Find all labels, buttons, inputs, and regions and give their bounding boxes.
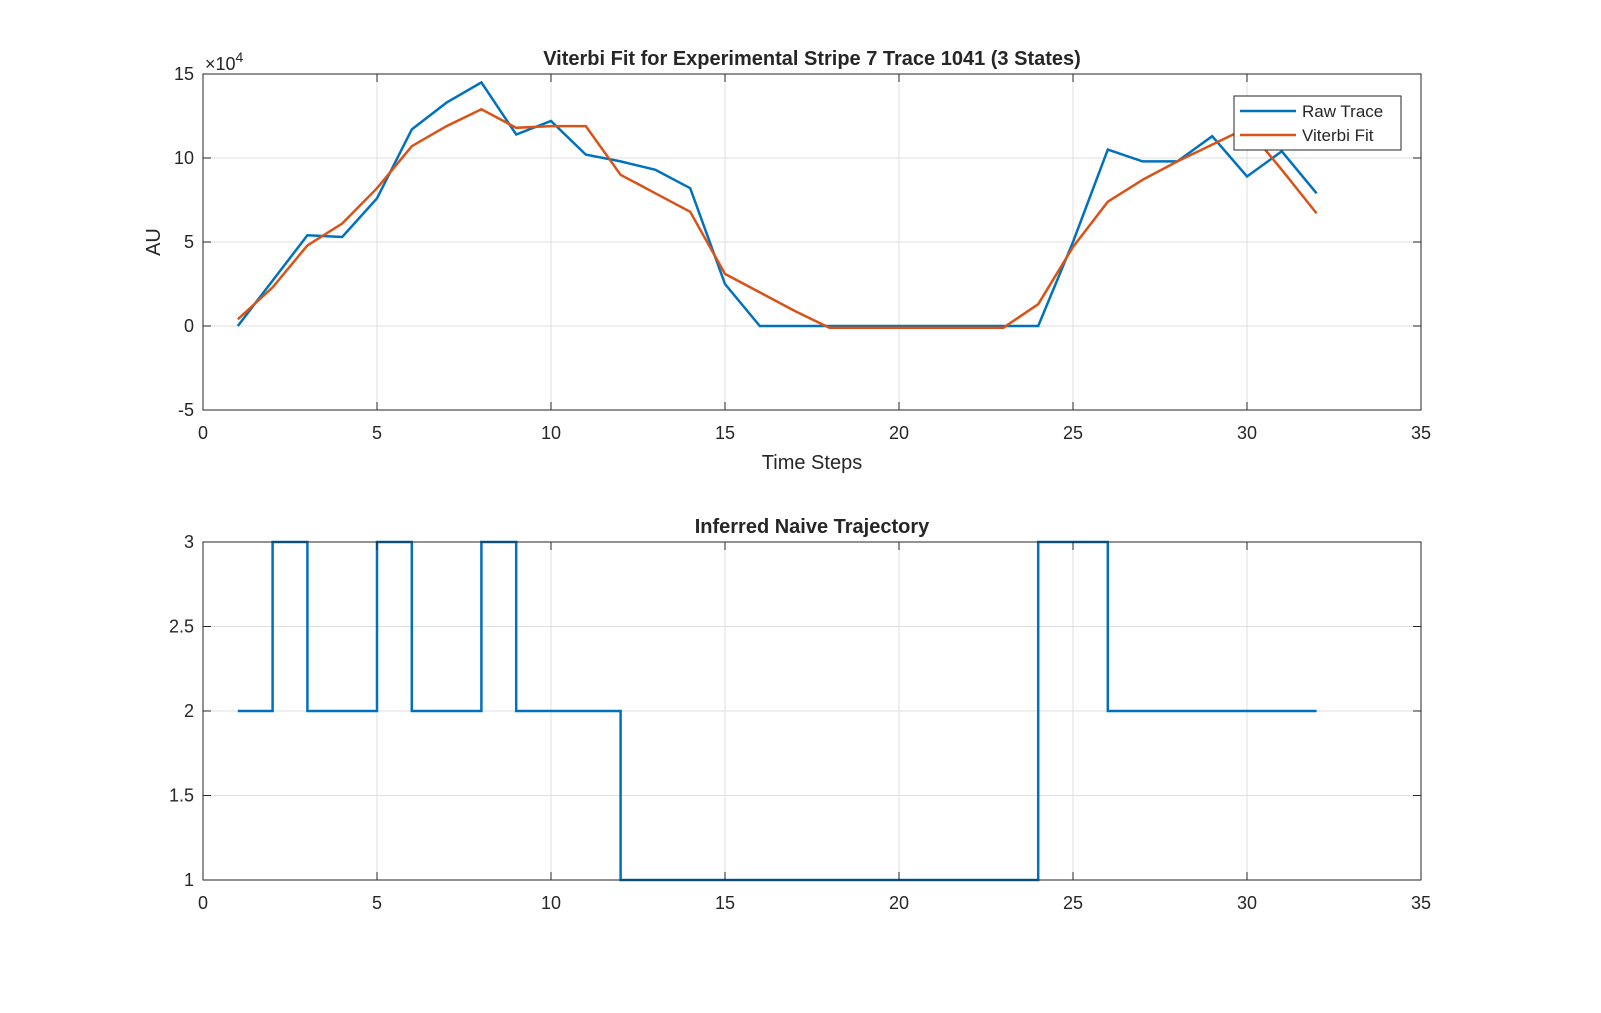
chart-title: Viterbi Fit for Experimental Stripe 7 Tr… [543, 48, 1081, 70]
legend[interactable]: Raw Trace Viterbi Fit [1233, 95, 1402, 151]
x-tick-label: 15 [715, 893, 735, 913]
y-tick-label: 1.5 [169, 786, 194, 806]
y-exponent-label: ×104 [205, 49, 244, 74]
y-tick-label: 2 [184, 701, 194, 721]
legend-label-raw-trace: Raw Trace [1302, 102, 1383, 121]
x-tick-label: 10 [541, 423, 561, 443]
x-tick-label: 20 [889, 423, 909, 443]
y-tick-label: 5 [184, 232, 194, 252]
x-tick-label: 0 [198, 893, 208, 913]
y-tick-label: -5 [178, 400, 194, 420]
x-tick-label: 5 [372, 423, 382, 443]
x-tick-label: 15 [715, 423, 735, 443]
x-tick-label: 35 [1411, 423, 1431, 443]
y-tick-label: 3 [184, 532, 194, 552]
x-tick-label: 5 [372, 893, 382, 913]
x-tick-label: 25 [1063, 893, 1083, 913]
ticks: 0 5 10 15 20 25 30 35 1 1.5 2 2.5 3 [169, 532, 1431, 913]
viterbi-fit-line [236, 107, 1318, 329]
y-tick-label: 10 [174, 148, 194, 168]
x-tick-label: 30 [1237, 423, 1257, 443]
raw-trace-line [236, 80, 1318, 328]
y-exponent-power: 4 [236, 49, 244, 65]
y-tick-label: 2.5 [169, 617, 194, 637]
x-tick-label: 20 [889, 893, 909, 913]
x-tick-label: 0 [198, 423, 208, 443]
x-tick-label: 25 [1063, 423, 1083, 443]
y-tick-label: 0 [184, 316, 194, 336]
y-tick-label: 15 [174, 64, 194, 84]
legend-box [1233, 95, 1402, 151]
x-tick-label: 10 [541, 893, 561, 913]
y-tick-label: 1 [184, 870, 194, 890]
y-axis-label: AU [143, 228, 165, 256]
x-tick-label: 35 [1411, 893, 1431, 913]
trajectory-chart: 0 5 10 15 20 25 30 35 1 1.5 2 2.5 3 Inferred Naive T… [169, 516, 1431, 913]
y-exponent-base: ×10 [205, 54, 236, 74]
chart-title: Inferred Naive Trajectory [695, 516, 930, 538]
series-lines [236, 80, 1318, 329]
legend-label-viterbi-fit: Viterbi Fit [1302, 126, 1374, 145]
x-axis-label: Time Steps [762, 452, 862, 474]
x-tick-label: 30 [1237, 893, 1257, 913]
